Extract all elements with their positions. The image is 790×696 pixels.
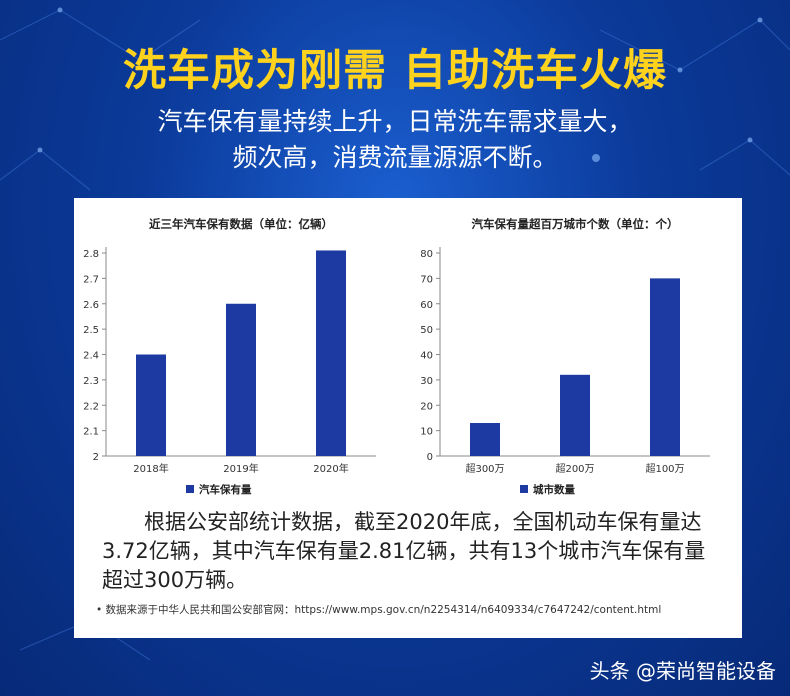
cities-legend-swatch [520,485,528,493]
ownership-bar [136,354,166,456]
ownership-y-tick-label: 2.3 [83,376,99,387]
cities-y-tick-label: 40 [420,351,433,362]
cities-y-tick-label: 30 [420,376,433,387]
subtitle-line-1: 汽车保有量持续上升，日常洗车需求量大， [157,107,633,136]
ownership-legend-swatch [186,485,194,493]
headline: 洗车成为刚需 自助洗车火爆 [123,46,667,96]
ownership-y-tick-label: 2.6 [83,300,99,311]
cities-y-tick-label: 10 [420,427,433,438]
ownership-bar [226,303,256,456]
cities-legend-label: 城市数量 [533,483,575,496]
ownership-x-tick-label: 2020年 [313,462,348,475]
cities-bar [470,423,500,456]
cities-y-tick-label: 20 [420,401,433,412]
watermark: 头条 @荣尚智能设备 [589,659,776,683]
ownership-title: 近三年汽车保有数据（单位：亿辆） [149,217,333,231]
ownership-y-tick-label: 2.5 [83,325,99,336]
ownership-y-tick-label: 2 [93,452,99,463]
cities-y-tick-label: 60 [420,300,433,311]
cities-y-tick-label: 0 [427,452,433,463]
cities-x-tick-label: 超200万 [555,462,594,475]
ownership-legend-label: 汽车保有量 [199,483,252,496]
city-count-chart: 汽车保有量超百万城市个数（单位：个） 0 10 20 30 40 50 60 70 80 超300万… [420,217,710,496]
statistics-note: 根据公安部统计数据，截至2020年底，全国机动车保有量达3.72亿辆，其中汽车保… [102,510,706,592]
ownership-y-tick-label: 2.2 [83,401,99,412]
ownership-x-tick-label: 2019年 [223,462,258,475]
data-source: • 数据来源于中华人民共和国公安部官网：https://www.mps.gov.… [96,604,662,616]
content-panel: 近三年汽车保有数据（单位：亿辆） 2 2.1 2.2 2.3 2.4 2.5 2.6 2.7 2.… [74,198,742,638]
ownership-bar [316,250,346,456]
cities-y-tick-label: 70 [420,274,433,285]
cities-x-tick-label: 超100万 [645,462,684,475]
ownership-y-tick-label: 2.8 [83,249,99,260]
cities-y-tick-label: 50 [420,325,433,336]
cities-bar [650,278,680,456]
ownership-x-tick-label: 2018年 [133,462,168,475]
ownership-y-tick-label: 2.4 [83,351,99,362]
ownership-y-tick-label: 2.1 [83,427,99,438]
cities-bar [560,374,590,456]
subtitle-line-2: 频次高，消费流量源源不断。 [232,143,558,172]
cities-title: 汽车保有量超百万城市个数（单位：个） [472,217,679,231]
cities-y-tick-label: 80 [420,249,433,260]
cities-x-tick-label: 超300万 [465,462,504,475]
car-ownership-chart: 近三年汽车保有数据（单位：亿辆） 2 2.1 2.2 2.3 2.4 2.5 2.6 2.7 2.… [83,217,376,496]
ownership-y-tick-label: 2.7 [83,274,99,285]
